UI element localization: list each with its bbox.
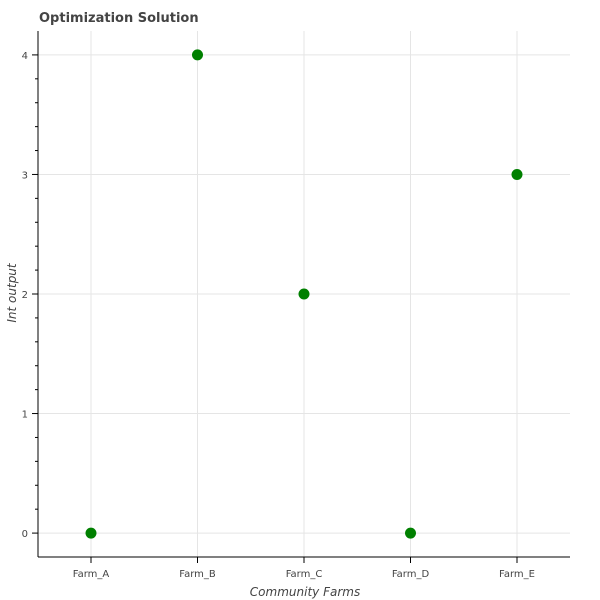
x-tick-label: Farm_E — [499, 569, 535, 580]
x-tick-label: Farm_A — [73, 569, 110, 580]
data-point — [405, 527, 416, 539]
data-point — [298, 288, 310, 300]
y-ticks: 0 1 2 3 4 — [22, 51, 38, 540]
x-tick-label: Farm_B — [179, 569, 216, 580]
chart-title: Optimization Solution — [39, 11, 199, 26]
x-tick-label: Farm_C — [286, 569, 323, 580]
data-point — [192, 49, 203, 61]
x-tick-label: Farm_D — [392, 569, 430, 580]
data-points — [85, 49, 523, 539]
y-tick-label: 0 — [22, 529, 28, 540]
data-point — [85, 527, 97, 539]
y-tick-label: 1 — [22, 410, 28, 421]
y-axis-label: Int output — [5, 262, 19, 323]
x-ticks: Farm_A Farm_B Farm_C Farm_D Farm_E — [73, 557, 535, 580]
y-tick-label: 4 — [22, 51, 28, 62]
x-axis-label: Community Farms — [250, 585, 360, 599]
grid — [38, 31, 570, 557]
data-point — [511, 168, 523, 180]
y-tick-label: 3 — [22, 170, 28, 181]
y-tick-label: 2 — [22, 290, 28, 301]
